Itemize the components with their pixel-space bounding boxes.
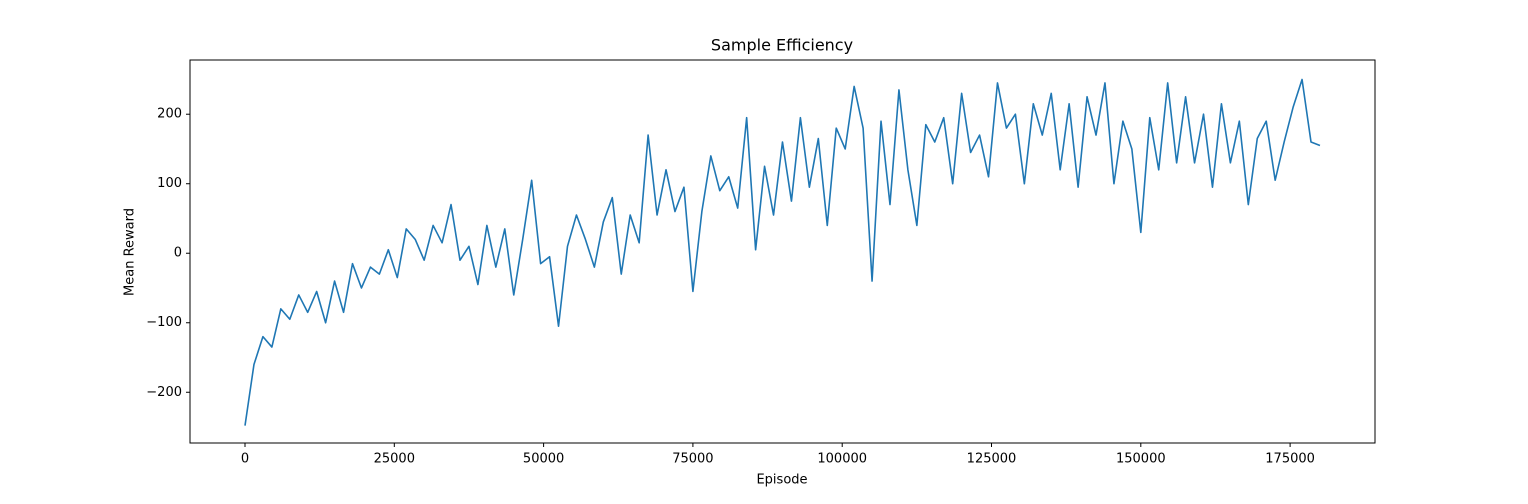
plot-frame — [189, 59, 1376, 444]
x-tick-label: 0 — [241, 452, 249, 467]
x-tick-label: 25000 — [374, 452, 415, 467]
data-line — [244, 78, 1321, 426]
x-tick-label: 75000 — [672, 452, 713, 467]
y-tick-label: −100 — [146, 315, 182, 330]
x-tick-label: 125000 — [967, 452, 1017, 467]
chart-title: Sample Efficiency — [711, 36, 853, 55]
y-tick-label: 100 — [157, 176, 182, 191]
x-tick-label: 100000 — [817, 452, 867, 467]
y-axis-label: Mean Reward — [123, 208, 138, 296]
y-tick-label: 200 — [157, 107, 182, 122]
y-tick-label: −200 — [146, 385, 182, 400]
x-tick-label: 50000 — [523, 452, 564, 467]
x-tick-label: 175000 — [1265, 452, 1315, 467]
x-tick-label: 150000 — [1116, 452, 1166, 467]
x-axis-label: Episode — [756, 473, 807, 488]
y-tick-label: 0 — [174, 246, 182, 261]
